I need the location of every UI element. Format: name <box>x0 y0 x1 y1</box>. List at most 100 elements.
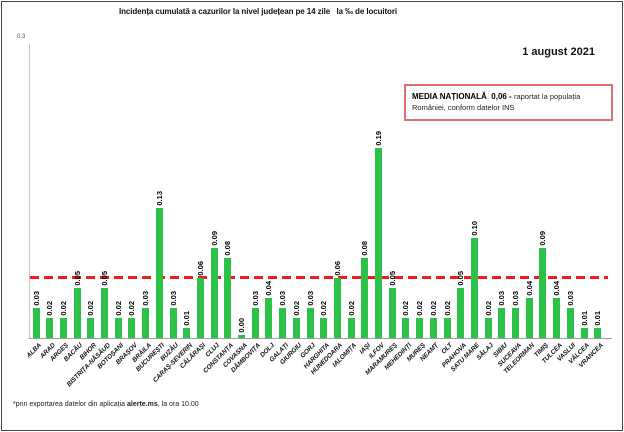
bar-value-label: 0.10 <box>469 221 479 236</box>
bar <box>580 328 588 338</box>
bar <box>87 318 95 338</box>
national-average-value: 0,06 - <box>491 92 512 101</box>
bar <box>361 258 369 338</box>
bar <box>402 318 410 338</box>
bar <box>443 318 451 338</box>
bar <box>512 308 519 338</box>
x-axis-line <box>29 338 612 339</box>
bar <box>279 308 287 338</box>
bar-value-label: 0.09 <box>209 231 219 246</box>
bar <box>429 318 437 338</box>
bar <box>73 288 81 338</box>
bar <box>238 335 245 338</box>
bar-value-label: 0.08 <box>223 241 233 256</box>
bar <box>101 288 108 338</box>
bar-value-label: 0.01 <box>593 311 603 326</box>
bar <box>553 298 561 338</box>
footnote-prefix: *prin exportarea datelor din aplicația <box>13 401 128 408</box>
national-average-dashed-line <box>30 276 608 279</box>
chart-title: Incidența cumulată a cazurilor la nivel … <box>119 7 397 16</box>
national-average-description: raportat la populația României, conform … <box>412 92 581 112</box>
bar-value-label: 0.05 <box>100 271 109 286</box>
bar-value-label: 0.03 <box>565 291 575 306</box>
bar <box>142 308 150 338</box>
footnote-app-name: alerte.ms <box>127 401 158 408</box>
bar <box>306 308 314 338</box>
bar-value-label: 0.03 <box>31 291 41 306</box>
bar-value-label: 0.05 <box>456 271 466 286</box>
y-axis-line <box>29 44 30 338</box>
bar <box>251 308 259 338</box>
footnote-suffix: , la ora 10.00 <box>157 401 199 408</box>
bar <box>224 258 232 338</box>
bar <box>169 308 177 338</box>
bar-value-label: 0.08 <box>360 241 370 256</box>
bar <box>292 318 300 338</box>
bar <box>484 318 492 338</box>
bar <box>333 278 341 338</box>
bar <box>128 318 136 338</box>
bar-value-label: 0.03 <box>278 291 288 306</box>
bar <box>183 328 191 338</box>
bar-value-label: 0.02 <box>483 301 493 316</box>
bar-value-label: 0.05 <box>72 271 82 286</box>
y-axis-max-label: 0.3 <box>17 34 26 40</box>
bar-value-label: 0.01 <box>579 311 589 326</box>
bar-value-label: 0.03 <box>168 291 178 306</box>
bar <box>416 318 424 338</box>
bar-value-label: 0.03 <box>250 291 260 306</box>
bar <box>320 318 328 338</box>
bar-value-label: 0.02 <box>346 301 356 316</box>
bar-value-label: 0.06 <box>332 261 342 276</box>
bar-value-label: 0.02 <box>45 301 55 316</box>
bar-value-label: 0.03 <box>141 291 151 306</box>
national-average-box: MEDIA NAȚIONALĂ 0,06 - raportat la popul… <box>404 84 613 121</box>
bar <box>498 308 506 338</box>
bar-value-label: 0.02 <box>127 301 137 316</box>
bar <box>525 298 533 338</box>
bar <box>196 278 204 338</box>
bar-value-label: 0.19 <box>374 131 383 146</box>
bar <box>539 248 547 338</box>
bar <box>210 248 218 338</box>
bar-value-label: 0.03 <box>305 291 315 306</box>
bar <box>470 238 478 338</box>
bar-value-label: 0.13 <box>154 191 164 206</box>
bar <box>114 318 122 338</box>
bar <box>594 328 602 338</box>
bar <box>32 308 40 338</box>
bar <box>347 318 355 338</box>
report-date: 1 august 2021 <box>522 46 595 58</box>
bar-value-label: 0.09 <box>538 231 548 246</box>
bar-value-label: 0.04 <box>552 281 562 296</box>
bar-value-label: 0.02 <box>428 301 438 316</box>
bar-value-label: 0.05 <box>387 271 397 286</box>
bar-value-label: 0.02 <box>401 301 411 316</box>
bar-value-label: 0.02 <box>58 301 68 316</box>
bar-value-label: 0.02 <box>442 301 452 316</box>
bar <box>566 308 574 338</box>
bar <box>388 288 396 338</box>
bar <box>457 288 465 338</box>
bar-value-label: 0.02 <box>415 301 425 316</box>
bar-value-label: 0.03 <box>511 291 520 306</box>
bar <box>375 148 382 338</box>
bar-value-label: 0.00 <box>237 318 246 333</box>
bar-value-label: 0.02 <box>291 301 301 316</box>
bar <box>155 208 163 338</box>
national-average-label: MEDIA NAȚIONALĂ <box>412 92 487 101</box>
bar-value-label: 0.02 <box>86 301 96 316</box>
bar-value-label: 0.04 <box>524 281 534 296</box>
footnote: *prin exportarea datelor din aplicația a… <box>13 401 199 408</box>
bar-value-label: 0.06 <box>195 261 205 276</box>
bar-value-label: 0.04 <box>264 281 274 296</box>
bar <box>46 318 54 338</box>
bar-value-label: 0.02 <box>113 301 123 316</box>
bar-value-label: 0.02 <box>319 301 329 316</box>
bar-value-label: 0.01 <box>182 311 192 326</box>
bar-value-label: 0.03 <box>497 291 507 306</box>
bar <box>265 298 273 338</box>
bar <box>59 318 67 338</box>
